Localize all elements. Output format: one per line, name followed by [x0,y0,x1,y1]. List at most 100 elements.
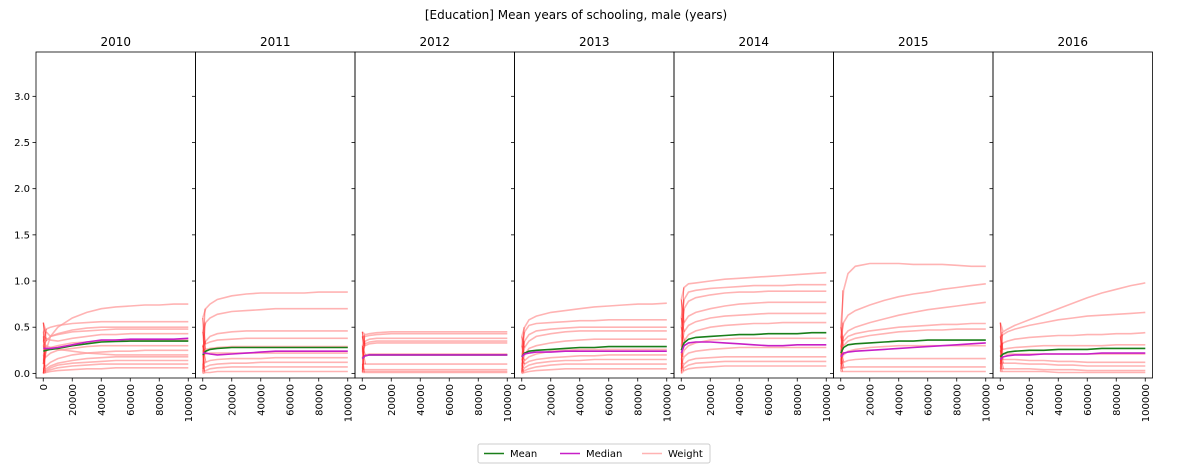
mean-line [202,346,348,356]
weight-line [43,366,189,375]
panel-2016: 2016 0 20000 40000 60000 80000 100000 [989,35,1153,422]
plot-area [42,303,189,375]
x-tick-label: 0 [198,384,209,390]
weight-line [202,361,348,370]
panel-title: 2014 [738,35,769,49]
panel-2014: 2014 0 20000 40000 60000 80000 100000 [670,35,834,422]
weight-line [680,337,827,360]
weight-line [680,355,827,370]
y-tick-label: 3.0 [14,92,30,103]
weight-line [202,356,348,365]
weight-line-start [521,336,525,348]
weight-line [999,311,1146,338]
x-tick-label: 100000 [662,384,673,422]
weight-line [1000,370,1146,374]
mean-line [999,347,1146,358]
mean-line [680,331,827,351]
weight-line-start [361,336,366,346]
weight-line [680,365,827,374]
y-tick-label: 0.5 [14,323,30,334]
weight-line [361,340,508,348]
weight-line [42,359,189,374]
x-tick-label: 80000 [474,384,485,416]
x-tick-label: 100000 [981,384,992,422]
x-tick-label: 20000 [706,384,717,416]
weight-line [521,318,667,346]
legend-box [477,443,711,464]
weight-line-start [361,347,366,365]
x-tick-label: 60000 [126,384,137,416]
x-tick-label: 40000 [256,384,267,416]
weight-line [680,360,827,372]
x-tick-label: 20000 [68,384,79,416]
legend-label-mean: Mean [510,449,537,460]
weight-line-start [42,328,47,342]
y-tick-label: 0.0 [14,369,30,380]
weight-line [840,357,986,365]
weight-line-start [521,359,526,365]
weight-line [42,349,189,370]
x-tick-label: 0 [836,384,847,390]
x-tick-label: 100000 [343,384,354,422]
x-tick-label: 100000 [503,384,514,422]
weight-line [521,363,667,374]
weight-line [42,340,189,356]
x-tick-label: 40000 [575,384,586,416]
weight-line [840,322,986,351]
y-tick-label: 1.5 [14,230,30,241]
plot-area [840,262,986,373]
weight-line [361,342,508,351]
weight-line-start [42,350,47,374]
weight-line [840,301,986,346]
x-tick-label: 100000 [822,384,833,422]
median-line [680,341,827,354]
x-tick-label: 0 [677,384,688,390]
plot-area [202,291,348,375]
panel-title: 2016 [1057,35,1088,49]
weight-line [521,326,667,356]
weight-line [202,337,348,347]
x-tick-label: 0 [996,384,1007,390]
x-tick-label: 80000 [633,384,644,416]
weight-line [521,367,667,375]
weight-line-start [361,345,366,356]
weight-line [521,358,667,372]
weight-line [521,354,667,370]
x-tick-label: 20000 [546,384,557,416]
median-line [521,350,667,358]
axes-frame [992,51,1153,379]
median-line [999,352,1146,361]
panel-title: 2015 [898,35,929,49]
x-tick-label: 20000 [227,384,238,416]
weight-line [680,321,827,356]
panel-2013: 2013 0 20000 40000 60000 80000 100000 [511,35,675,422]
weight-line [42,332,189,342]
mean-line [521,345,667,358]
panel-title: 2010 [100,35,131,49]
weight-line [680,283,827,319]
y-tick-label: 2.5 [14,138,30,149]
plot-area [521,302,667,375]
weight-line [202,345,348,352]
panel-title: 2013 [579,35,610,49]
weight-line [840,366,986,370]
plot-area [680,271,827,374]
x-tick-label: 40000 [1054,384,1065,416]
weight-line-start [999,350,1004,364]
x-tick-label: 20000 [865,384,876,416]
x-tick-label: 40000 [97,384,108,416]
x-tick-label: 60000 [445,384,456,416]
weight-line [840,283,986,337]
x-tick-label: 100000 [1141,384,1152,422]
weight-line [42,320,189,333]
x-tick-label: 20000 [387,384,398,416]
legend-label-median: Median [586,449,622,460]
panel-title: 2012 [419,35,450,49]
weight-line [42,328,189,347]
weight-line-start [999,336,1004,355]
weight-line [42,355,189,373]
weight-line [680,346,827,365]
x-tick-label: 80000 [314,384,325,416]
weight-line [1000,367,1146,372]
x-tick-label: 0 [517,384,528,390]
